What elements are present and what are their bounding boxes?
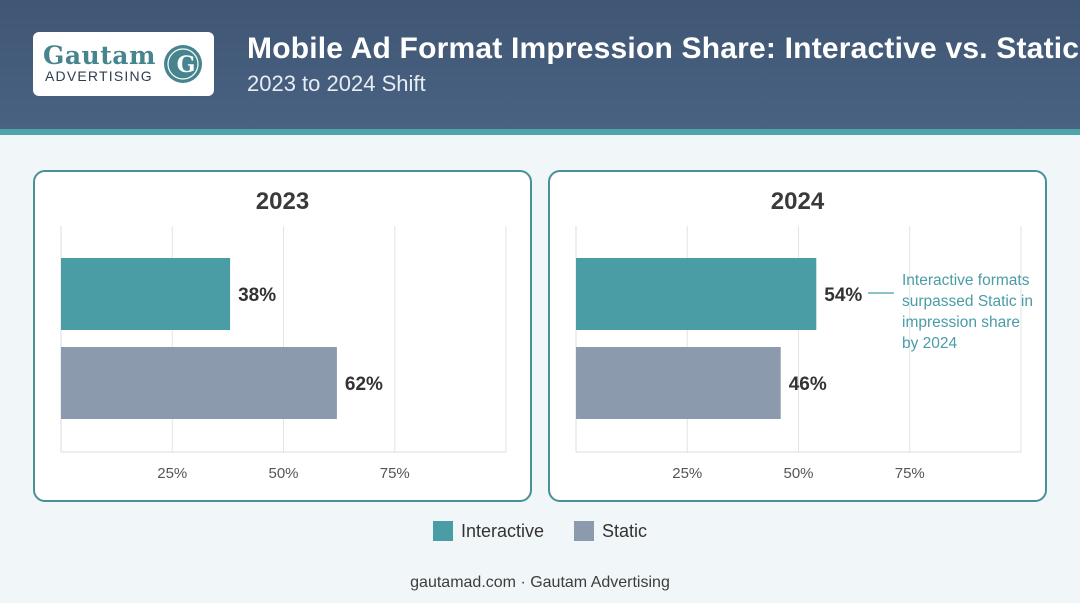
bar-static [576,347,781,419]
bar-chart-2023: 25% 50% 75% 38% 62% [60,226,507,482]
bar-interactive [576,258,817,330]
legend-item-static: Static [574,521,647,542]
legend-item-interactive: Interactive [432,520,544,542]
legend-label-interactive: Interactive [460,520,544,541]
legend-swatch-static [574,521,594,541]
logo-name: Gautam [43,41,156,70]
svg-text:G: G [177,52,196,78]
x-tick-label: 50% [268,465,298,482]
data-label-interactive: 38% [238,285,276,306]
chart-title-2024: 2024 [770,188,825,215]
data-label-static: 46% [789,374,827,395]
bar-interactive [61,258,231,330]
x-tick-label: 25% [157,465,187,482]
chart-title-2023: 2023 [255,188,310,215]
legend-label-static: Static [602,520,648,541]
page-subtitle: 2023 to 2024 Shift [247,71,426,96]
header-accent-stripe [0,129,1080,135]
x-tick-label: 75% [380,465,410,482]
bar-static [61,347,337,419]
annotation-text: surpassed Static in [902,293,1033,310]
annotation-text: impression share [902,314,1020,331]
footer-credit: gautamad.com · Gautam Advertising [410,574,670,591]
chart-panel-2023: 2023 25% 50% 75% 38% 62% [33,170,532,502]
logo-subtitle: ADVERTISING [45,68,153,84]
logo-emblem-icon: G [164,45,202,83]
x-tick-label: 75% [895,465,925,482]
page-title: Mobile Ad Format Impression Share: Inter… [247,32,1080,65]
legend-swatch-interactive [432,521,453,541]
bar-chart-2024: 25% 50% 75% 54% 46% Interactive formats surpas… [575,226,1033,482]
x-tick-label: 50% [783,465,813,482]
data-label-static: 62% [345,374,383,395]
company-logo: Gautam ADVERTISING G [33,32,214,96]
chart-panel-2024: 2024 25% 50% 75% 54% 46% Interactive formats s… [548,170,1047,502]
annotation-text: by 2024 [902,335,958,352]
x-tick-label: 25% [672,465,702,482]
annotation-text: Interactive formats [902,272,1030,289]
chart-legend: Interactive Static [0,519,1080,543]
data-label-interactive: 54% [824,285,862,306]
